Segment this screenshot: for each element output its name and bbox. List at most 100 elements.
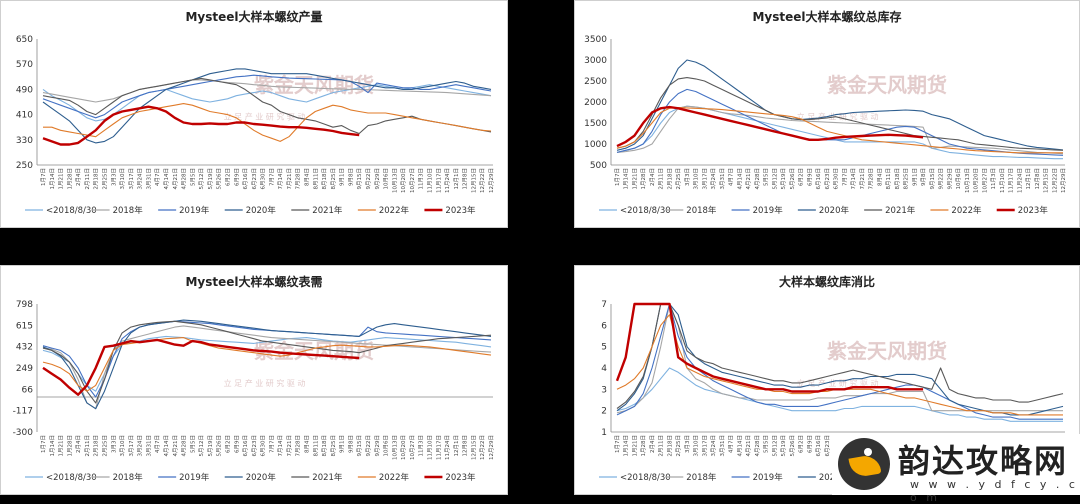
chart-panel-inventory: Mysteel大样本螺纹总库存 紫金天风期货立 足 产 业 研 究 驱 动 500 1…: [574, 0, 1080, 228]
x-tick-label: 1月28日: [66, 435, 73, 457]
x-tick-label: 3月31日: [719, 435, 726, 457]
legend-entry: <2018/8/30: [620, 206, 671, 216]
x-tick-label: 8月25日: [330, 168, 337, 190]
watermark-text: 紫金天风期货: [827, 73, 947, 97]
x-tick-label: 6月2日: [224, 435, 231, 453]
x-tick-label: 12月8日: [462, 168, 469, 190]
x-tick-label: 2月11日: [658, 168, 665, 190]
x-tick-label: 3月17日: [701, 168, 708, 190]
x-tick-label: 9月8日: [347, 435, 354, 453]
series-line: [616, 88, 1064, 156]
x-tick-label: 12月22日: [479, 168, 486, 193]
x-tick-label: 10月6日: [383, 168, 390, 190]
y-tick-label: 3500: [584, 35, 607, 45]
legend-entry: 2018年: [113, 205, 144, 216]
x-tick-label: 6月23日: [251, 435, 258, 457]
x-tick-label: 11月17日: [435, 168, 442, 193]
x-tick-label: 3月31日: [719, 168, 726, 190]
y-tick-label: 66: [22, 385, 34, 395]
x-tick-label: 3月24日: [137, 435, 144, 457]
x-tick-label: 12月8日: [1034, 168, 1041, 190]
x-tick-label: 1月21日: [58, 435, 65, 457]
x-tick-label: 2月4日: [649, 435, 656, 453]
x-tick-label: 1月21日: [631, 435, 638, 457]
x-tick-label: 12月29日: [488, 168, 495, 193]
x-tick-label: 6月30日: [260, 168, 267, 190]
legend-entry: 2023年: [445, 205, 476, 216]
x-tick-label: 7月28日: [295, 435, 302, 457]
x-tick-label: 3月10日: [693, 168, 700, 190]
series-line: [42, 319, 492, 410]
x-tick-label: 12月1日: [1025, 168, 1032, 190]
legend-entry: 2022年: [379, 472, 410, 483]
y-tick-label: 2: [601, 407, 607, 417]
x-tick-label: 1月7日: [40, 435, 47, 453]
x-tick-label: 5月19日: [207, 168, 214, 190]
x-tick-label: 7月21日: [859, 168, 866, 190]
x-tick-label: 6月16日: [815, 435, 822, 457]
x-tick-label: 4月7日: [728, 435, 735, 453]
legend-entry: 2023年: [1018, 205, 1049, 216]
x-tick-label: 10月6日: [955, 168, 962, 190]
chart-title: Mysteel大样本螺纹总库存: [752, 9, 901, 24]
x-tick-label: 6月23日: [824, 168, 831, 190]
legend-entry: 2019年: [753, 472, 784, 483]
x-tick-label: 6月23日: [251, 168, 258, 190]
x-tick-label: 6月23日: [824, 435, 831, 457]
series-line: [616, 105, 924, 148]
x-tick-label: 8月18日: [321, 435, 328, 457]
x-tick-label: 2月25日: [675, 435, 682, 457]
y-tick-label: 432: [16, 343, 33, 353]
x-tick-label: 8月4日: [876, 168, 883, 186]
x-tick-label: 1月7日: [40, 168, 47, 186]
x-tick-label: 8月25日: [330, 435, 337, 457]
x-tick-label: 2月25日: [675, 168, 682, 190]
x-tick-label: 11月17日: [1008, 168, 1015, 193]
y-tick-label: 2000: [584, 98, 607, 108]
x-tick-label: 11月24日: [444, 168, 451, 193]
y-tick-label: 500: [590, 161, 607, 171]
x-tick-label: 1月14日: [49, 435, 56, 457]
series-line: [42, 337, 492, 392]
x-tick-label: 5月12日: [771, 168, 778, 190]
x-tick-label: 12月15日: [1043, 168, 1050, 193]
x-tick-label: 10月13日: [391, 168, 398, 193]
x-tick-label: 3月31日: [145, 168, 152, 190]
x-tick-label: 9月15日: [356, 168, 363, 190]
x-tick-label: 5月12日: [198, 168, 205, 190]
x-tick-label: 8月11日: [312, 435, 319, 457]
legend-entry: 2022年: [951, 205, 982, 216]
series-line: [616, 59, 1064, 151]
x-tick-label: 5月19日: [780, 168, 787, 190]
x-tick-label: 7月21日: [286, 168, 293, 190]
x-tick-label: 7月7日: [841, 168, 848, 186]
x-tick-label: 2月4日: [75, 435, 82, 453]
x-tick-label: 6月9日: [806, 168, 813, 186]
x-tick-label: 5月26日: [216, 168, 223, 190]
x-tick-label: 1月14日: [49, 168, 56, 190]
y-tick-label: 6: [601, 321, 607, 331]
x-tick-label: 7月7日: [268, 435, 275, 453]
y-tick-label: 570: [16, 60, 33, 70]
x-tick-label: 3月3日: [684, 168, 691, 186]
x-tick-label: 3月10日: [119, 435, 126, 457]
x-tick-label: 5月12日: [198, 435, 205, 457]
x-tick-label: 11月3日: [418, 435, 425, 457]
x-tick-label: 9月22日: [365, 168, 372, 190]
x-tick-label: 11月24日: [444, 435, 451, 460]
y-tick-label: 650: [16, 35, 33, 45]
x-tick-label: 9月1日: [911, 168, 918, 186]
x-tick-label: 6月9日: [233, 435, 240, 453]
x-tick-label: 6月16日: [242, 168, 249, 190]
x-tick-label: 10月6日: [383, 435, 390, 457]
x-tick-label: 5月19日: [207, 435, 214, 457]
legend-entry: 2019年: [753, 205, 784, 216]
x-tick-label: 4月7日: [728, 168, 735, 186]
x-tick-label: 3月31日: [145, 435, 152, 457]
x-tick-label: 1月21日: [58, 168, 65, 190]
x-tick-label: 11月3日: [418, 168, 425, 190]
x-tick-label: 10月20日: [400, 168, 407, 193]
x-tick-label: 3月17日: [128, 435, 135, 457]
x-tick-label: 5月12日: [771, 435, 778, 457]
